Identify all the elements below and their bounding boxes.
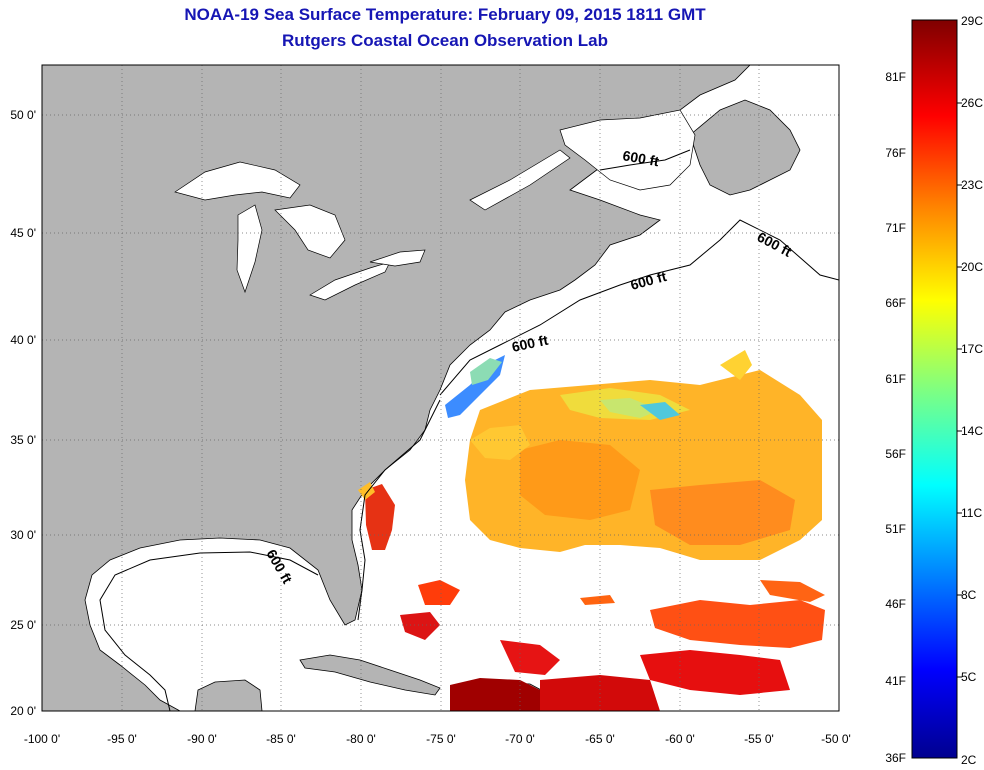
lon-tick-label: -55 0' (744, 732, 774, 746)
map-frame (41, 64, 840, 712)
lat-axis: 50 0' 45 0' 40 0' 35 0' 30 0' 25 0' 20 0… (10, 108, 36, 718)
colorbar-celsius-label: 2C (961, 753, 977, 767)
lon-tick-label: -95 0' (107, 732, 137, 746)
gulf-st-lawrence (559, 109, 696, 191)
lon-tick-label: -80 0' (346, 732, 376, 746)
colorbar-celsius-label: 5C (961, 670, 977, 684)
lat-tick-label: 35 0' (10, 433, 36, 447)
lat-tick-label: 45 0' (10, 226, 36, 240)
lake-erie (309, 261, 391, 301)
land-north-america (42, 65, 751, 711)
colorbar-celsius-label: 14C (961, 424, 983, 438)
colorbar-gradient (911, 19, 958, 759)
colorbar-celsius-label: 8C (961, 588, 977, 602)
colorbar-celsius-label: 11C (961, 506, 982, 520)
isobath-600ft-northeast (439, 219, 839, 396)
lon-tick-label: -65 0' (585, 732, 615, 746)
lat-tick-label: 20 0' (10, 704, 36, 718)
colorbar-fahrenheit-label: 66F (885, 296, 906, 310)
colorbar-celsius-label: 23C (961, 178, 983, 192)
isobath-label: 600 ft (621, 147, 660, 169)
colorbar-fahrenheit-label: 76F (885, 146, 906, 160)
lon-tick-label: -60 0' (665, 732, 695, 746)
map-title: NOAA-19 Sea Surface Temperature: Februar… (184, 5, 706, 24)
lake-michigan (236, 204, 263, 294)
lat-tick-label: 50 0' (10, 108, 36, 122)
land-cuba (299, 654, 441, 696)
colorbar-celsius-label: 20C (961, 260, 983, 274)
colorbar-fahrenheit-label: 41F (885, 674, 906, 688)
isobath-600ft-southeast (357, 399, 441, 621)
colorbar-celsius-label: 29C (961, 14, 983, 28)
map-subtitle: Rutgers Coastal Ocean Observation Lab (282, 31, 608, 50)
lat-tick-label: 25 0' (10, 618, 36, 632)
sst-data (358, 350, 825, 711)
colorbar-fahrenheit-label: 36F (885, 751, 906, 765)
colorbar-fahrenheit-label: 51F (885, 522, 906, 536)
colorbar-fahrenheit-label: 81F (885, 70, 906, 84)
colorbar-fahrenheit-label: 56F (885, 447, 906, 461)
lat-tick-label: 40 0' (10, 333, 36, 347)
colorbar-fahrenheit-label: 61F (885, 372, 906, 386)
colorbar-celsius-label: 26C (961, 96, 983, 110)
land-newfoundland (689, 99, 801, 196)
land-yucatan (194, 679, 263, 711)
lon-tick-label: -50 0' (821, 732, 851, 746)
lon-tick-label: -100 0' (24, 732, 60, 746)
colorbar-ticks (957, 102, 962, 678)
isobath-600ft-north (599, 149, 691, 171)
lat-tick-label: 30 0' (10, 528, 36, 542)
isobath-600ft-gulf (99, 551, 319, 711)
lon-axis: -100 0' -95 0' -90 0' -85 0' -80 0' -75 … (24, 732, 851, 746)
colorbar-fahrenheit-label: 46F (885, 597, 906, 611)
lon-tick-label: -70 0' (505, 732, 535, 746)
lake-superior (174, 161, 301, 201)
lon-tick-label: -90 0' (187, 732, 217, 746)
lon-tick-label: -75 0' (426, 732, 456, 746)
st-lawrence-river (469, 149, 571, 211)
isobath-label: 600 ft (510, 332, 549, 355)
lat-grid (42, 114, 839, 626)
colorbar-celsius-label: 17C (961, 342, 983, 356)
lake-ontario (369, 249, 426, 267)
lake-huron (274, 204, 346, 259)
colorbar: 29C 26C 23C 20C 17C 14C 11C 8C 5C 2C 81F… (885, 14, 983, 767)
colorbar-fahrenheit-label: 71F (885, 221, 906, 235)
lon-tick-label: -85 0' (266, 732, 296, 746)
